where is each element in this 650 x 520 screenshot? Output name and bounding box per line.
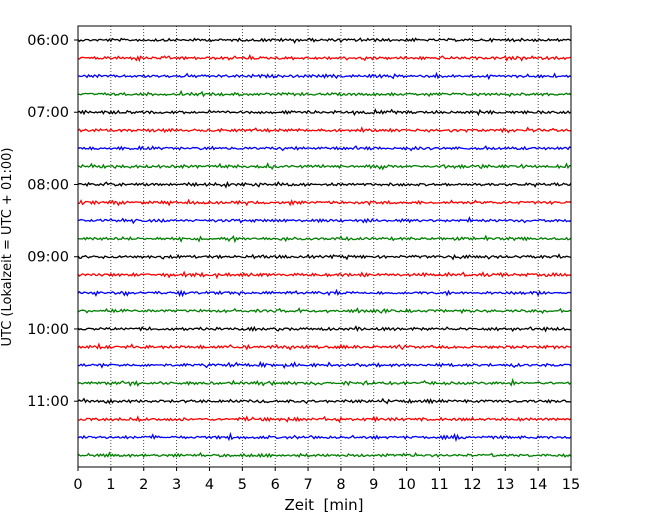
x-tick-label: 5: [238, 477, 247, 493]
x-tick-label: 9: [369, 477, 378, 493]
y-tick-label: 08:00: [27, 177, 69, 193]
seismogram-trace-1130: [77, 431, 572, 443]
x-tick-label: 12: [463, 477, 481, 493]
seismogram-trace-0700: [77, 108, 572, 117]
seismogram-traces: [77, 37, 572, 459]
x-tick-label: 8: [336, 477, 345, 493]
seismogram-trace-0930: [77, 288, 572, 298]
seismogram-trace-0715: [77, 126, 572, 134]
seismogram-trace-1000: [77, 325, 572, 333]
seismogram-trace-1030: [77, 360, 572, 370]
seismogram-trace-0815: [77, 198, 572, 207]
seismogram-trace-0900: [77, 253, 572, 261]
x-tick-label: 4: [205, 477, 214, 493]
seismogram-trace-0830: [77, 216, 572, 225]
x-tick-label: 10: [397, 477, 415, 493]
y-tick-label: 10:00: [27, 322, 69, 338]
x-tick-label: 15: [562, 477, 580, 493]
seismogram-trace-1115: [77, 415, 572, 424]
x-tick-label: 0: [73, 477, 82, 493]
y-tick-label: 06:00: [27, 33, 69, 49]
y-axis-title: UTC (Lokalzeit = UTC + 01:00): [0, 148, 15, 347]
x-tick-label: 3: [172, 477, 181, 493]
x-axis-title: Zeit [min]: [284, 496, 363, 514]
y-tick-label: 09:00: [27, 250, 69, 266]
x-tick-label: 6: [271, 477, 280, 493]
plot-frame: [77, 25, 572, 468]
x-tick-label: 14: [529, 477, 547, 493]
seismogram-trace-1100: [77, 397, 572, 405]
x-axis: 0 1 2 3 4 5 6 7 8 9 10 11 12 13 14 15: [73, 467, 580, 493]
seismogram-trace-0845: [77, 234, 572, 244]
seismogram-trace-0745: [77, 161, 571, 171]
seismogram-trace-1015: [77, 342, 571, 351]
seismogram-trace-0945: [77, 307, 572, 315]
x-tick-label: 1: [106, 477, 115, 493]
seismogram-trace-1145: [77, 451, 572, 459]
seismogram-trace-0600: [77, 37, 572, 44]
x-tick-label: 13: [496, 477, 514, 493]
y-tick-label: 11:00: [27, 394, 69, 410]
x-tick-label: 2: [139, 477, 148, 493]
seismogram-trace-1045: [77, 377, 572, 387]
x-tick-label: 11: [430, 477, 448, 493]
x-tick-label: 7: [303, 477, 312, 493]
seismogram-trace-0800: [77, 180, 572, 189]
seismogram-trace-0915: [77, 270, 572, 280]
seismogram-trace-0645: [77, 89, 572, 98]
seismogram-trace-0615: [77, 53, 572, 63]
y-axis: 06:00 07:00 08:00 09:00 10:00 11:00: [27, 33, 78, 410]
seismogram-trace-0630: [77, 71, 572, 81]
seismogram-trace-0730: [77, 145, 572, 152]
y-tick-label: 07:00: [27, 105, 69, 121]
